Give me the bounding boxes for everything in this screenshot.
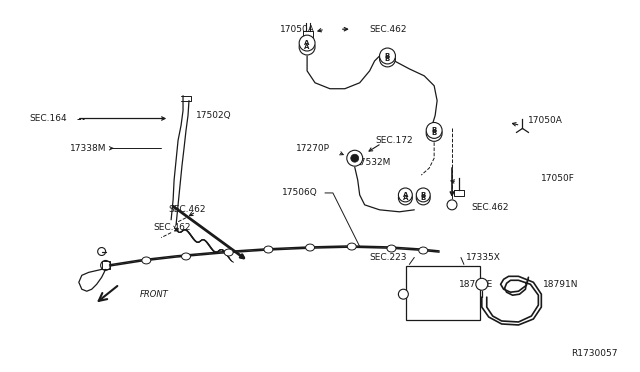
Text: 17502Q: 17502Q [196,111,232,120]
Circle shape [476,278,488,290]
Circle shape [416,188,430,202]
Circle shape [426,122,442,138]
Ellipse shape [348,243,356,250]
Circle shape [426,125,442,141]
Text: B: B [385,56,390,62]
Ellipse shape [419,247,428,254]
Circle shape [380,48,396,64]
Text: SEC.172: SEC.172 [376,136,413,145]
Text: SEC.462: SEC.462 [168,205,205,214]
Text: A: A [305,44,310,50]
Circle shape [347,150,363,166]
Text: 17050A: 17050A [280,25,315,34]
Text: FRONT: FRONT [140,290,168,299]
Text: B: B [420,195,426,201]
Ellipse shape [182,253,191,260]
Text: 17270P: 17270P [296,144,330,153]
Circle shape [399,188,412,202]
Text: 17338M: 17338M [70,144,107,153]
Text: B: B [385,53,390,59]
Text: 17050F: 17050F [541,174,575,183]
Text: SEC.462: SEC.462 [153,223,191,232]
Circle shape [416,191,430,205]
Text: SEC.462: SEC.462 [472,203,509,212]
Ellipse shape [224,249,233,256]
Circle shape [399,191,412,205]
Text: 17050A: 17050A [529,116,563,125]
Text: SEC.462: SEC.462 [370,25,407,34]
Text: 17532M: 17532M [355,158,391,167]
Text: A: A [305,40,310,46]
Text: SEC.223: SEC.223 [370,253,407,262]
Text: B: B [431,131,436,137]
Circle shape [351,154,358,162]
Text: SEC.164: SEC.164 [29,114,67,123]
FancyBboxPatch shape [406,266,480,320]
Text: A: A [403,195,408,201]
Circle shape [380,51,396,67]
Ellipse shape [142,257,151,264]
Text: A: A [403,192,408,198]
Text: R1730057: R1730057 [572,349,618,358]
Text: 17335X: 17335X [466,253,500,262]
Circle shape [447,200,457,210]
Ellipse shape [387,245,396,252]
Text: 18792E: 18792E [459,280,493,289]
Text: 17506Q: 17506Q [282,189,318,198]
Text: B: B [420,192,426,198]
Circle shape [299,35,315,51]
Circle shape [299,39,315,55]
Ellipse shape [306,244,314,251]
Ellipse shape [264,246,273,253]
Text: B: B [431,128,436,134]
Text: 18791N: 18791N [543,280,579,289]
Circle shape [399,289,408,299]
